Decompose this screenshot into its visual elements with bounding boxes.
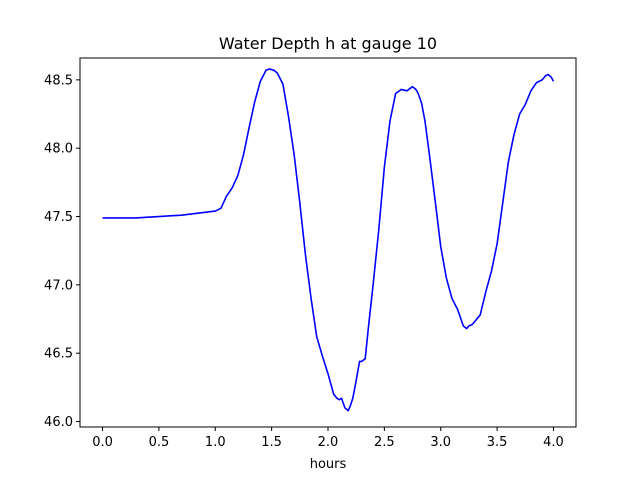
x-tick-label: 2.0 — [318, 435, 339, 450]
series-line — [102, 68, 555, 412]
plot-area — [102, 68, 555, 412]
x-axis-label: hours — [310, 457, 347, 472]
x-tick-label: 3.0 — [430, 435, 451, 450]
y-tick-label: 47.5 — [44, 210, 73, 225]
x-tick-label: 1.0 — [205, 435, 226, 450]
x-tick-label: 2.5 — [374, 435, 395, 450]
axes-frame — [79, 57, 577, 428]
y-tick-label: 46.0 — [44, 415, 73, 430]
x-tick-label: 1.5 — [261, 435, 282, 450]
x-tick-label: 4.0 — [543, 435, 564, 450]
x-axis: 0.0 0.5 1.0 1.5 2.0 2.5 3.0 3.5 4.0 — [92, 427, 564, 450]
y-tick-label: 48.0 — [44, 142, 73, 157]
y-axis: 46.0 46.5 47.0 47.5 48.0 48.5 — [44, 73, 80, 430]
x-tick-label: 3.5 — [487, 435, 508, 450]
chart-title: Water Depth h at gauge 10 — [219, 34, 437, 53]
x-tick-label: 0.5 — [149, 435, 170, 450]
y-tick-label: 48.5 — [44, 73, 73, 88]
y-tick-label: 47.0 — [44, 278, 73, 293]
x-tick-label: 0.0 — [92, 435, 113, 450]
y-tick-label: 46.5 — [44, 347, 73, 362]
